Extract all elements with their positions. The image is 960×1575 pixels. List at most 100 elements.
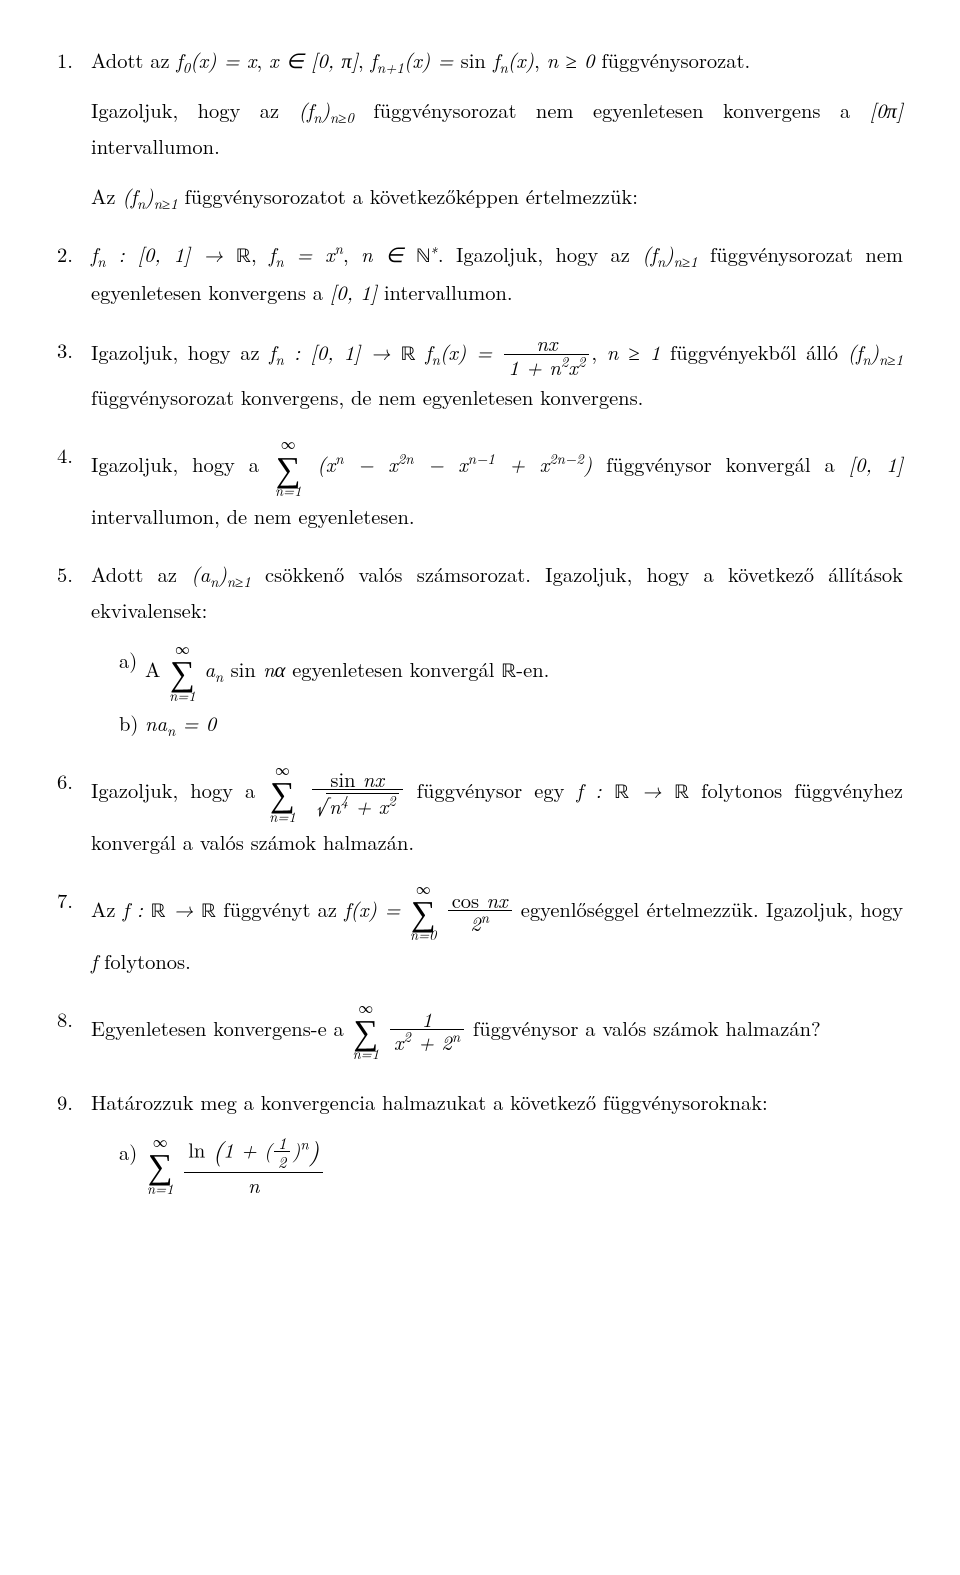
- summation: ∞∑n=1: [169, 642, 195, 703]
- t: függvénysor konvergál a: [592, 449, 849, 478]
- t: folytonos.: [97, 946, 191, 975]
- m: f(x) =: [344, 894, 408, 923]
- fraction: ln (1 + (12)n) n: [184, 1134, 323, 1198]
- sum-bot: n=1: [169, 689, 195, 703]
- m: f : ℝ → ℝ: [577, 775, 690, 804]
- summation: ∞∑n=1: [269, 763, 295, 824]
- m: n ∈ ℕ∗: [361, 239, 438, 268]
- m: fn+1(x) = sin fn(x): [371, 45, 535, 74]
- t: Adott az: [91, 45, 176, 74]
- sigma-icon: ∑: [353, 1015, 379, 1046]
- t: egyenletesen konvergál: [285, 654, 501, 683]
- t: Adott az: [91, 559, 191, 588]
- summation: ∞∑n=1: [147, 1135, 173, 1196]
- t: intervallumon.: [91, 131, 220, 160]
- sum-bot: n=0: [410, 928, 436, 942]
- t: . Igazoljuk, hogy az: [438, 239, 642, 268]
- m: (fn)n≥1: [848, 337, 903, 366]
- summation: ∞∑n=1: [275, 437, 301, 498]
- inner-fraction: 12: [274, 1134, 290, 1172]
- problem-5: Adott az (an)n≥1 csökkenő valós számsoro…: [57, 556, 903, 741]
- t: A: [145, 654, 167, 683]
- t: ln: [188, 1134, 212, 1163]
- summation: ∞∑n=0: [410, 882, 436, 943]
- fraction: sin nx√n4 + x2: [312, 768, 403, 820]
- t: ,: [256, 45, 269, 74]
- denominator: x2 + 2n: [390, 1030, 464, 1055]
- sum-bot: n=1: [275, 484, 301, 498]
- problem-list: Adott az f0(x) = x, x ∈ [0, π], fn+1(x) …: [57, 42, 903, 1197]
- t: függvénysorozat.: [595, 45, 751, 74]
- sub-list: A ∞∑n=1 an sin nα egyenletesen konvergál…: [91, 642, 903, 741]
- m: [0, 1]: [849, 449, 903, 478]
- t: ,: [591, 337, 606, 366]
- problem-4: Igazoljuk, hogy a ∞∑n=1 (xn − x2n − xn−1…: [57, 437, 903, 534]
- exp: n: [300, 1133, 308, 1154]
- m: (fn)n≥0: [299, 95, 354, 124]
- sigma-icon: ∑: [169, 656, 195, 687]
- t: Határozzuk meg a konvergencia halmazukat…: [91, 1087, 768, 1116]
- t: Igazoljuk, hogy a: [91, 449, 273, 478]
- t: egyenlőséggel értelmezzük. Igazoljuk, ho…: [514, 894, 904, 923]
- m: fn(x) =: [425, 337, 502, 366]
- t: Igazoljuk, hogy a: [91, 775, 267, 804]
- fraction: nx1 + n2x2: [504, 332, 589, 379]
- m: nan = 0: [145, 708, 216, 737]
- sub-item-b: nan = 0: [119, 705, 903, 741]
- m: [0π]: [870, 95, 903, 124]
- problem-7: Az f : ℝ → ℝ függvényt az f(x) = ∞∑n=0 c…: [57, 882, 903, 979]
- denominator: √n4 + x2: [312, 790, 403, 819]
- sqrt: √n4 + x2: [316, 792, 399, 819]
- problem-1: Adott az f0(x) = x, x ∈ [0, π], fn+1(x) …: [57, 42, 903, 214]
- t: függvénysor a valós számok halmazán?: [466, 1013, 821, 1042]
- t: Igazoljuk, hogy az: [91, 337, 269, 366]
- t: ,: [358, 45, 371, 74]
- m: f0(x) = x: [176, 45, 256, 74]
- t: Az: [91, 181, 122, 210]
- fraction: 1x2 + 2n: [390, 1008, 464, 1055]
- m: fn = xn: [269, 239, 343, 268]
- problem-3: Igazoljuk, hogy az fn : [0, 1] → ℝ fn(x)…: [57, 332, 903, 415]
- m: n ≥ 1: [607, 337, 661, 366]
- m: (fn)n≥1: [642, 239, 697, 268]
- sub-list: ∞∑n=1 ln (1 + (12)n) n: [91, 1134, 903, 1198]
- m: x ∈ [0, π]: [269, 45, 358, 74]
- t: függvénysorozatot a következőképpen érte…: [178, 181, 638, 210]
- problem-9: Határozzuk meg a konvergencia halmazukat…: [57, 1084, 903, 1197]
- summation: ∞∑n=1: [353, 1001, 379, 1062]
- m: [0, 1]: [330, 277, 377, 306]
- problem-8: Egyenletesen konvergens-e a ∞∑n=1 1x2 + …: [57, 1001, 903, 1062]
- m: f : ℝ → ℝ: [123, 894, 216, 923]
- p1-para3: Az (fn)n≥1 függvénysorozatot a következő…: [91, 178, 903, 214]
- denominator: n: [184, 1173, 323, 1198]
- p1-text: Adott az f0(x) = x, x ∈ [0, π], fn+1(x) …: [91, 45, 750, 74]
- problem-2: fn : [0, 1] → ℝ, fn = xn, n ∈ ℕ∗. Igazol…: [57, 236, 903, 311]
- sum-bot: n=1: [147, 1182, 173, 1196]
- t: Egyenletesen konvergens-e a: [91, 1013, 351, 1042]
- p1-para2: Igazoljuk, hogy az (fn)n≥0 függvénysoroz…: [91, 92, 903, 164]
- t: intervallumon, de nem egyenletesen.: [91, 501, 415, 530]
- t: függvénysorozat konvergens, de nem egyen…: [91, 382, 643, 411]
- t: Igazoljuk, hogy az: [91, 95, 299, 124]
- sigma-icon: ∑: [147, 1149, 173, 1180]
- t: [416, 337, 426, 366]
- m: (fn)n≥1: [122, 181, 177, 210]
- t: ,: [534, 45, 547, 74]
- t: ,: [343, 239, 361, 268]
- m: fn : [0, 1] → ℝ: [269, 337, 415, 366]
- t: 1 +: [223, 1134, 264, 1163]
- sum-bot: n=1: [269, 810, 295, 824]
- m: n ≥ 0: [547, 45, 595, 74]
- t: függvényekből álló: [660, 337, 847, 366]
- m: (an)n≥1: [191, 559, 251, 588]
- denominator: 2: [274, 1152, 290, 1172]
- numerator: ln (1 + (12)n): [184, 1134, 323, 1173]
- t: ,: [251, 239, 269, 268]
- sub-item-a: A ∞∑n=1 an sin nα egyenletesen konvergál…: [119, 642, 903, 703]
- t: ℝ-en.: [501, 654, 549, 683]
- t: Az: [91, 894, 123, 923]
- radicand: n4 + x2: [326, 793, 399, 819]
- t: intervallumon.: [377, 277, 513, 306]
- t: függvénysor egy: [405, 775, 577, 804]
- m: fn : [0, 1] → ℝ: [91, 239, 251, 268]
